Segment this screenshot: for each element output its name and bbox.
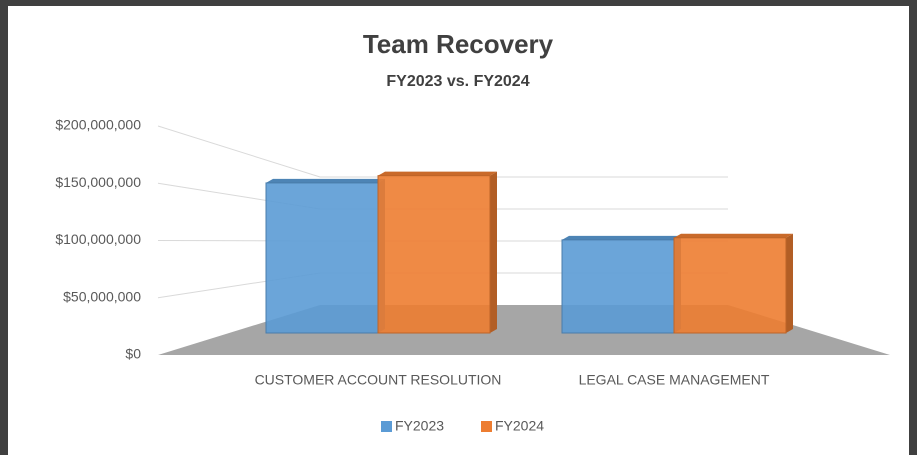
y-tick-label: $50,000,000 bbox=[63, 288, 141, 304]
legend-label: FY2023 bbox=[395, 418, 444, 434]
bar-top bbox=[266, 178, 385, 183]
legend-swatch bbox=[481, 421, 492, 432]
y-tick-label: $150,000,000 bbox=[55, 174, 141, 190]
bar-side bbox=[490, 171, 497, 333]
legend-swatch bbox=[381, 421, 392, 432]
x-tick-label: LEGAL CASE MANAGEMENT bbox=[579, 372, 770, 388]
bar bbox=[265, 182, 379, 334]
bar-top bbox=[674, 233, 793, 238]
chart-title: Team Recovery bbox=[363, 29, 554, 59]
bar-side bbox=[786, 233, 793, 333]
y-tick-label: $100,000,000 bbox=[55, 231, 141, 247]
bar bbox=[377, 175, 491, 334]
chart-subtitle: FY2023 vs. FY2024 bbox=[386, 73, 529, 90]
bar-top bbox=[562, 235, 681, 240]
bar-top bbox=[378, 171, 497, 176]
y-tick-label: $0 bbox=[125, 346, 141, 362]
grid-line bbox=[157, 125, 728, 178]
x-tick-label: CUSTOMER ACCOUNT RESOLUTION bbox=[255, 372, 502, 388]
bar bbox=[561, 239, 675, 334]
y-tick-label: $200,000,000 bbox=[55, 117, 141, 133]
bar bbox=[673, 237, 787, 334]
legend-label: FY2024 bbox=[495, 418, 544, 434]
